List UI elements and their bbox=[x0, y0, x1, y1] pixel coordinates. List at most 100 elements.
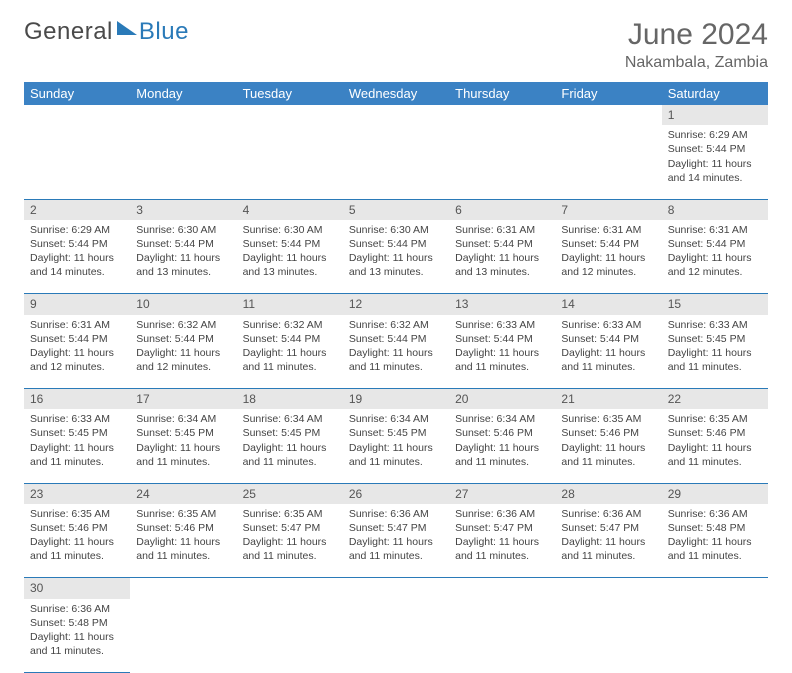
sunset-line: Sunset: 5:46 PM bbox=[30, 521, 124, 535]
day-number-cell: 21 bbox=[555, 389, 661, 410]
sunrise-line: Sunrise: 6:31 AM bbox=[668, 223, 762, 237]
day-cell: Sunrise: 6:35 AMSunset: 5:46 PMDaylight:… bbox=[130, 504, 236, 578]
day-number-cell: 3 bbox=[130, 199, 236, 220]
sunset-line: Sunset: 5:48 PM bbox=[30, 616, 124, 630]
day-cell: Sunrise: 6:32 AMSunset: 5:44 PMDaylight:… bbox=[343, 315, 449, 389]
day-number-cell bbox=[343, 578, 449, 599]
sunset-line: Sunset: 5:45 PM bbox=[136, 426, 230, 440]
sunrise-line: Sunrise: 6:33 AM bbox=[668, 318, 762, 332]
day-cell: Sunrise: 6:35 AMSunset: 5:47 PMDaylight:… bbox=[237, 504, 343, 578]
day-cell: Sunrise: 6:30 AMSunset: 5:44 PMDaylight:… bbox=[237, 220, 343, 294]
sunset-line: Sunset: 5:45 PM bbox=[243, 426, 337, 440]
daylight-line: Daylight: 11 hours and 11 minutes. bbox=[561, 535, 655, 563]
daylight-line: Daylight: 11 hours and 11 minutes. bbox=[243, 441, 337, 469]
sunset-line: Sunset: 5:46 PM bbox=[136, 521, 230, 535]
day-cell: Sunrise: 6:33 AMSunset: 5:44 PMDaylight:… bbox=[449, 315, 555, 389]
day-number-row: 1 bbox=[24, 105, 768, 125]
week-row: Sunrise: 6:36 AMSunset: 5:48 PMDaylight:… bbox=[24, 599, 768, 673]
day-number-row: 9101112131415 bbox=[24, 294, 768, 315]
day-number-row: 23242526272829 bbox=[24, 483, 768, 504]
day-number-row: 16171819202122 bbox=[24, 389, 768, 410]
day-cell: Sunrise: 6:34 AMSunset: 5:46 PMDaylight:… bbox=[449, 409, 555, 483]
daylight-line: Daylight: 11 hours and 11 minutes. bbox=[561, 346, 655, 374]
daylight-line: Daylight: 11 hours and 11 minutes. bbox=[561, 441, 655, 469]
sunset-line: Sunset: 5:47 PM bbox=[349, 521, 443, 535]
sunrise-line: Sunrise: 6:29 AM bbox=[30, 223, 124, 237]
day-cell bbox=[343, 125, 449, 199]
day-number-cell: 30 bbox=[24, 578, 130, 599]
sunrise-line: Sunrise: 6:32 AM bbox=[136, 318, 230, 332]
daylight-line: Daylight: 11 hours and 11 minutes. bbox=[349, 535, 443, 563]
daylight-line: Daylight: 11 hours and 14 minutes. bbox=[668, 157, 762, 185]
day-number-cell bbox=[343, 105, 449, 125]
day-cell: Sunrise: 6:36 AMSunset: 5:47 PMDaylight:… bbox=[343, 504, 449, 578]
sunset-line: Sunset: 5:45 PM bbox=[349, 426, 443, 440]
sunset-line: Sunset: 5:46 PM bbox=[561, 426, 655, 440]
sunrise-line: Sunrise: 6:33 AM bbox=[455, 318, 549, 332]
day-number-cell: 20 bbox=[449, 389, 555, 410]
day-number-cell: 11 bbox=[237, 294, 343, 315]
sunset-line: Sunset: 5:44 PM bbox=[30, 237, 124, 251]
day-number-cell: 24 bbox=[130, 483, 236, 504]
daylight-line: Daylight: 11 hours and 13 minutes. bbox=[455, 251, 549, 279]
day-cell: Sunrise: 6:31 AMSunset: 5:44 PMDaylight:… bbox=[662, 220, 768, 294]
day-number-cell: 16 bbox=[24, 389, 130, 410]
day-number-cell: 14 bbox=[555, 294, 661, 315]
sunrise-line: Sunrise: 6:31 AM bbox=[30, 318, 124, 332]
daylight-line: Daylight: 11 hours and 11 minutes. bbox=[243, 346, 337, 374]
daylight-line: Daylight: 11 hours and 12 minutes. bbox=[668, 251, 762, 279]
sunrise-line: Sunrise: 6:35 AM bbox=[561, 412, 655, 426]
day-number-cell: 8 bbox=[662, 199, 768, 220]
day-header: Tuesday bbox=[237, 82, 343, 105]
day-number-cell: 4 bbox=[237, 199, 343, 220]
sunrise-line: Sunrise: 6:34 AM bbox=[455, 412, 549, 426]
sunset-line: Sunset: 5:47 PM bbox=[561, 521, 655, 535]
sunrise-line: Sunrise: 6:36 AM bbox=[349, 507, 443, 521]
day-number-cell: 2 bbox=[24, 199, 130, 220]
sunrise-line: Sunrise: 6:35 AM bbox=[668, 412, 762, 426]
day-cell bbox=[343, 599, 449, 673]
month-title: June 2024 bbox=[625, 18, 768, 52]
sunset-line: Sunset: 5:44 PM bbox=[349, 332, 443, 346]
daylight-line: Daylight: 11 hours and 14 minutes. bbox=[30, 251, 124, 279]
sunset-line: Sunset: 5:45 PM bbox=[30, 426, 124, 440]
day-cell: Sunrise: 6:33 AMSunset: 5:45 PMDaylight:… bbox=[24, 409, 130, 483]
sunrise-line: Sunrise: 6:29 AM bbox=[668, 128, 762, 142]
day-cell bbox=[555, 125, 661, 199]
daylight-line: Daylight: 11 hours and 12 minutes. bbox=[561, 251, 655, 279]
logo-flag-icon bbox=[117, 21, 137, 35]
daylight-line: Daylight: 11 hours and 11 minutes. bbox=[668, 346, 762, 374]
day-number-row: 2345678 bbox=[24, 199, 768, 220]
day-cell bbox=[449, 599, 555, 673]
day-number-cell: 1 bbox=[662, 105, 768, 125]
daylight-line: Daylight: 11 hours and 12 minutes. bbox=[136, 346, 230, 374]
day-cell bbox=[130, 599, 236, 673]
day-number-cell bbox=[24, 105, 130, 125]
sunrise-line: Sunrise: 6:35 AM bbox=[243, 507, 337, 521]
sunrise-line: Sunrise: 6:30 AM bbox=[136, 223, 230, 237]
week-row: Sunrise: 6:33 AMSunset: 5:45 PMDaylight:… bbox=[24, 409, 768, 483]
day-number-cell: 13 bbox=[449, 294, 555, 315]
daylight-line: Daylight: 11 hours and 11 minutes. bbox=[349, 441, 443, 469]
day-cell: Sunrise: 6:30 AMSunset: 5:44 PMDaylight:… bbox=[130, 220, 236, 294]
day-cell bbox=[24, 125, 130, 199]
day-number-cell: 28 bbox=[555, 483, 661, 504]
day-number-cell: 22 bbox=[662, 389, 768, 410]
logo-text-general: General bbox=[24, 18, 113, 46]
sunset-line: Sunset: 5:46 PM bbox=[455, 426, 549, 440]
day-number-cell bbox=[130, 578, 236, 599]
daylight-line: Daylight: 11 hours and 13 minutes. bbox=[243, 251, 337, 279]
logo: General Blue bbox=[24, 18, 189, 46]
day-header: Saturday bbox=[662, 82, 768, 105]
sunset-line: Sunset: 5:44 PM bbox=[668, 142, 762, 156]
day-number-cell bbox=[130, 105, 236, 125]
day-cell: Sunrise: 6:34 AMSunset: 5:45 PMDaylight:… bbox=[343, 409, 449, 483]
daylight-line: Daylight: 11 hours and 11 minutes. bbox=[668, 441, 762, 469]
sunrise-line: Sunrise: 6:33 AM bbox=[561, 318, 655, 332]
day-number-cell: 23 bbox=[24, 483, 130, 504]
day-cell: Sunrise: 6:31 AMSunset: 5:44 PMDaylight:… bbox=[449, 220, 555, 294]
day-number-cell: 7 bbox=[555, 199, 661, 220]
day-cell: Sunrise: 6:33 AMSunset: 5:45 PMDaylight:… bbox=[662, 315, 768, 389]
day-header: Thursday bbox=[449, 82, 555, 105]
sunrise-line: Sunrise: 6:33 AM bbox=[30, 412, 124, 426]
